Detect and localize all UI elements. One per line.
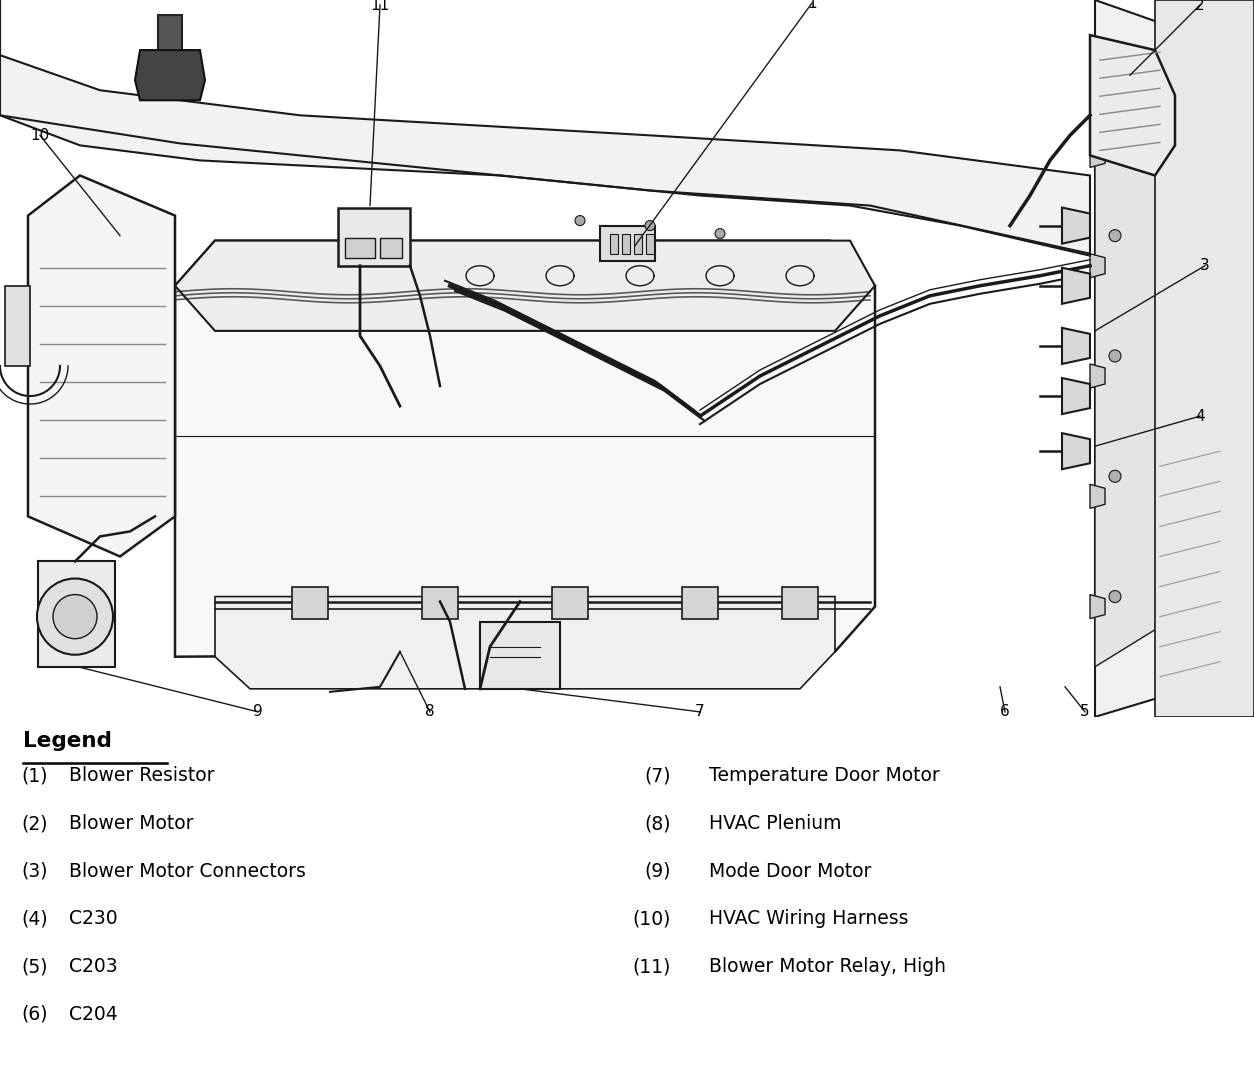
Text: 1: 1 <box>808 0 816 11</box>
Circle shape <box>576 215 586 226</box>
Circle shape <box>1109 591 1121 602</box>
Polygon shape <box>135 50 204 101</box>
Text: Temperature Door Motor: Temperature Door Motor <box>709 766 939 785</box>
Text: 5: 5 <box>1080 704 1090 719</box>
Bar <box>635 233 642 254</box>
Circle shape <box>645 220 655 231</box>
Bar <box>622 233 630 254</box>
Polygon shape <box>480 622 561 689</box>
Polygon shape <box>5 286 30 366</box>
Text: 9: 9 <box>253 704 263 719</box>
Polygon shape <box>1095 65 1185 667</box>
Text: Blower Motor Relay, High: Blower Motor Relay, High <box>709 957 946 976</box>
Polygon shape <box>1090 364 1105 388</box>
Bar <box>345 238 375 258</box>
Text: Blower Motor: Blower Motor <box>69 814 193 834</box>
Text: (1): (1) <box>21 766 48 785</box>
Bar <box>646 233 655 254</box>
Polygon shape <box>552 586 588 618</box>
Bar <box>609 233 618 254</box>
Circle shape <box>1109 470 1121 483</box>
Text: Mode Door Motor: Mode Door Motor <box>709 861 870 881</box>
Text: (7): (7) <box>645 766 671 785</box>
Polygon shape <box>1155 0 1254 717</box>
Polygon shape <box>1062 327 1090 364</box>
Polygon shape <box>782 586 818 618</box>
Bar <box>599 226 655 261</box>
Text: 3: 3 <box>1200 258 1210 273</box>
Polygon shape <box>682 586 719 618</box>
Polygon shape <box>214 597 835 689</box>
Text: 8: 8 <box>425 704 435 719</box>
Bar <box>339 208 410 265</box>
Text: 7: 7 <box>695 704 705 719</box>
Text: 2: 2 <box>1195 0 1205 13</box>
Text: (11): (11) <box>632 957 671 976</box>
Polygon shape <box>140 15 199 80</box>
Text: 6: 6 <box>1001 704 1009 719</box>
Polygon shape <box>1090 35 1175 175</box>
Polygon shape <box>38 562 115 667</box>
Text: (3): (3) <box>21 861 48 881</box>
Polygon shape <box>1062 268 1090 304</box>
Polygon shape <box>1095 0 1225 717</box>
Text: 10: 10 <box>30 127 50 143</box>
Polygon shape <box>176 241 875 657</box>
Polygon shape <box>1090 254 1105 278</box>
Polygon shape <box>1062 433 1090 470</box>
Circle shape <box>1109 350 1121 362</box>
Text: HVAC Plenium: HVAC Plenium <box>709 814 841 834</box>
Polygon shape <box>423 586 458 618</box>
Text: C204: C204 <box>69 1005 118 1024</box>
Text: (4): (4) <box>21 910 48 929</box>
Polygon shape <box>0 0 1090 256</box>
Circle shape <box>53 595 97 639</box>
Text: Blower Resistor: Blower Resistor <box>69 766 214 785</box>
Text: (6): (6) <box>21 1005 48 1024</box>
Text: C203: C203 <box>69 957 118 976</box>
Polygon shape <box>292 586 329 618</box>
Text: Blower Motor Connectors: Blower Motor Connectors <box>69 861 306 881</box>
Text: 4: 4 <box>1195 409 1205 424</box>
Polygon shape <box>1062 208 1090 244</box>
Text: (10): (10) <box>632 910 671 929</box>
Text: C230: C230 <box>69 910 118 929</box>
Polygon shape <box>1090 485 1105 508</box>
Polygon shape <box>1062 378 1090 414</box>
Bar <box>380 238 403 258</box>
Text: (9): (9) <box>645 861 671 881</box>
Text: (5): (5) <box>21 957 48 976</box>
Text: 11: 11 <box>370 0 390 13</box>
Polygon shape <box>1090 595 1105 618</box>
Polygon shape <box>1090 143 1105 167</box>
Polygon shape <box>176 241 875 331</box>
Polygon shape <box>28 175 176 556</box>
Text: Legend: Legend <box>23 731 112 751</box>
Circle shape <box>1109 230 1121 242</box>
Text: (2): (2) <box>21 814 48 834</box>
Text: (8): (8) <box>645 814 671 834</box>
Circle shape <box>715 229 725 239</box>
Circle shape <box>38 579 113 655</box>
Text: HVAC Wiring Harness: HVAC Wiring Harness <box>709 910 908 929</box>
